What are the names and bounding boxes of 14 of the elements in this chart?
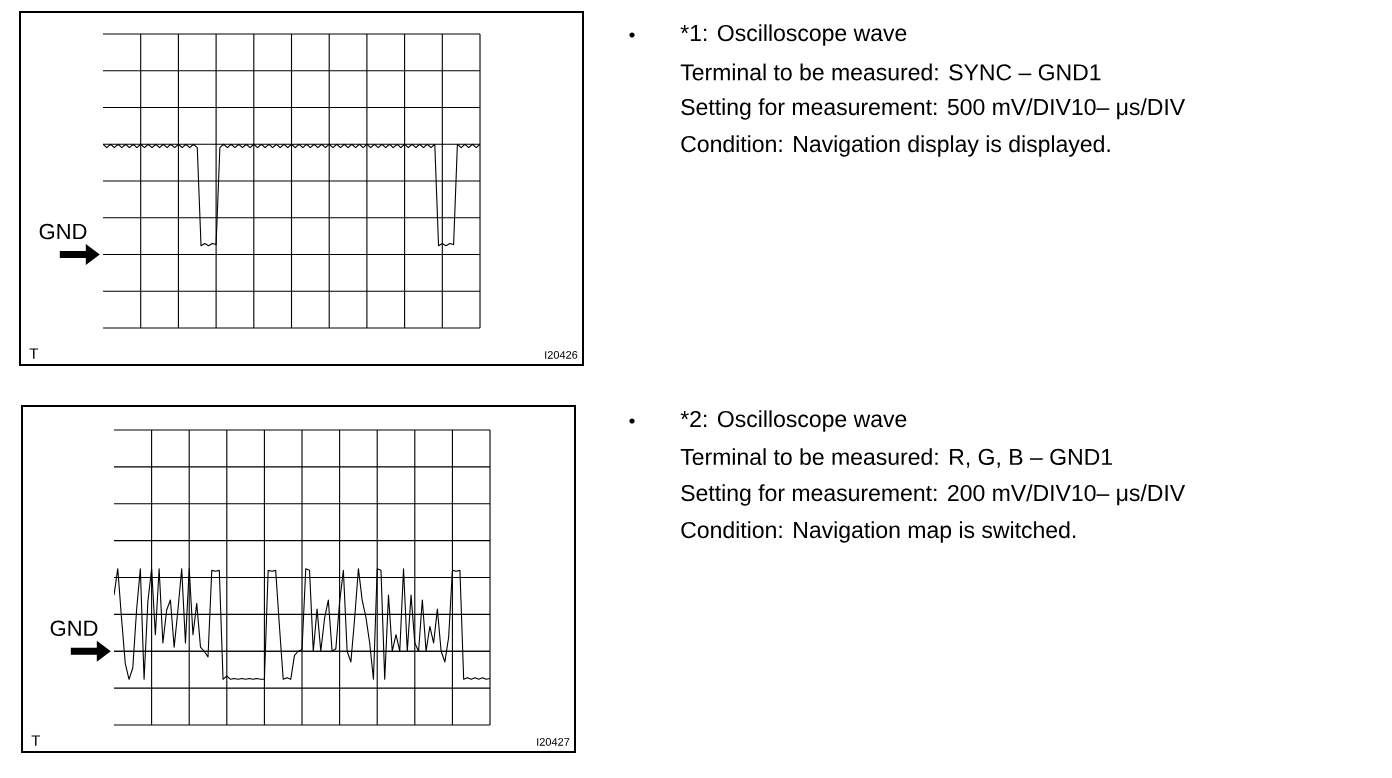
text: GND [50, 620, 98, 637]
text: *1: Oscilloscope wave [680, 24, 907, 46]
text: I20426 [545, 351, 578, 359]
text: Setting for measurement: 500 mV/DIV10– μs/DIV [681, 98, 1186, 120]
text: Condition: Navigation map is switched. [681, 521, 1076, 543]
text: T [29, 348, 39, 359]
text: *2: Oscilloscope wave [680, 410, 907, 432]
text: Condition: Navigation display is displayed. [681, 135, 1110, 157]
text: GND [39, 223, 87, 240]
text: I20427 [537, 738, 570, 746]
text: Terminal to be measured: SYNC – GND1 [680, 63, 1101, 81]
text: Terminal to be measured: R, G, B – GND1 [680, 448, 1112, 468]
text: T [31, 735, 41, 746]
text: Setting for measurement: 200 mV/DIV10– μs/DIV [681, 484, 1186, 506]
